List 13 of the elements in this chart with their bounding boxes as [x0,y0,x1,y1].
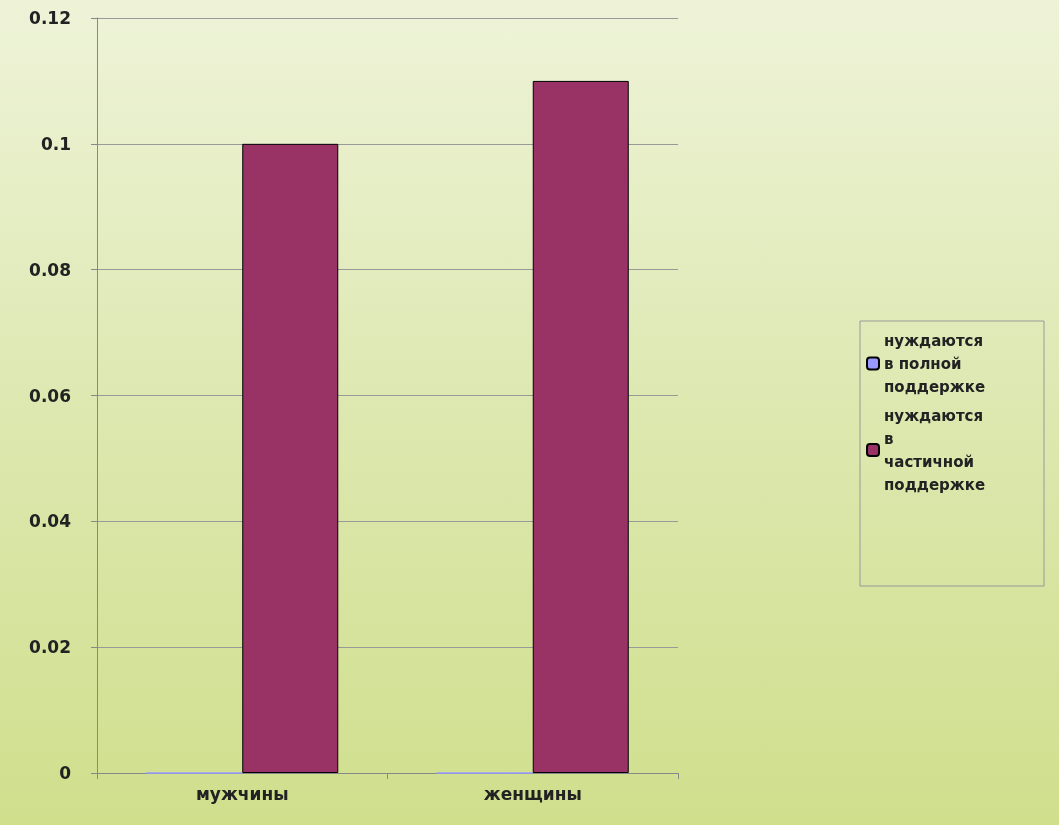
x-tick-label: мужчины [195,783,289,804]
legend-label: нуждаются в частичной поддержке [884,406,989,494]
x-tick-label: женщины [483,783,582,804]
bar [242,143,339,773]
y-tick-label: 0.12 [29,8,71,28]
y-tick-label: 0.1 [40,133,71,154]
bar [532,80,629,773]
y-tick-label: 0.02 [29,637,71,658]
y-tick-label: 0 [59,763,72,783]
y-tick-label: 0.04 [29,511,72,532]
y-tick-label: 0.08 [29,259,71,280]
y-tick-label: 0.06 [29,385,71,406]
legend-label: нуждаются в полной поддержке [884,331,989,396]
